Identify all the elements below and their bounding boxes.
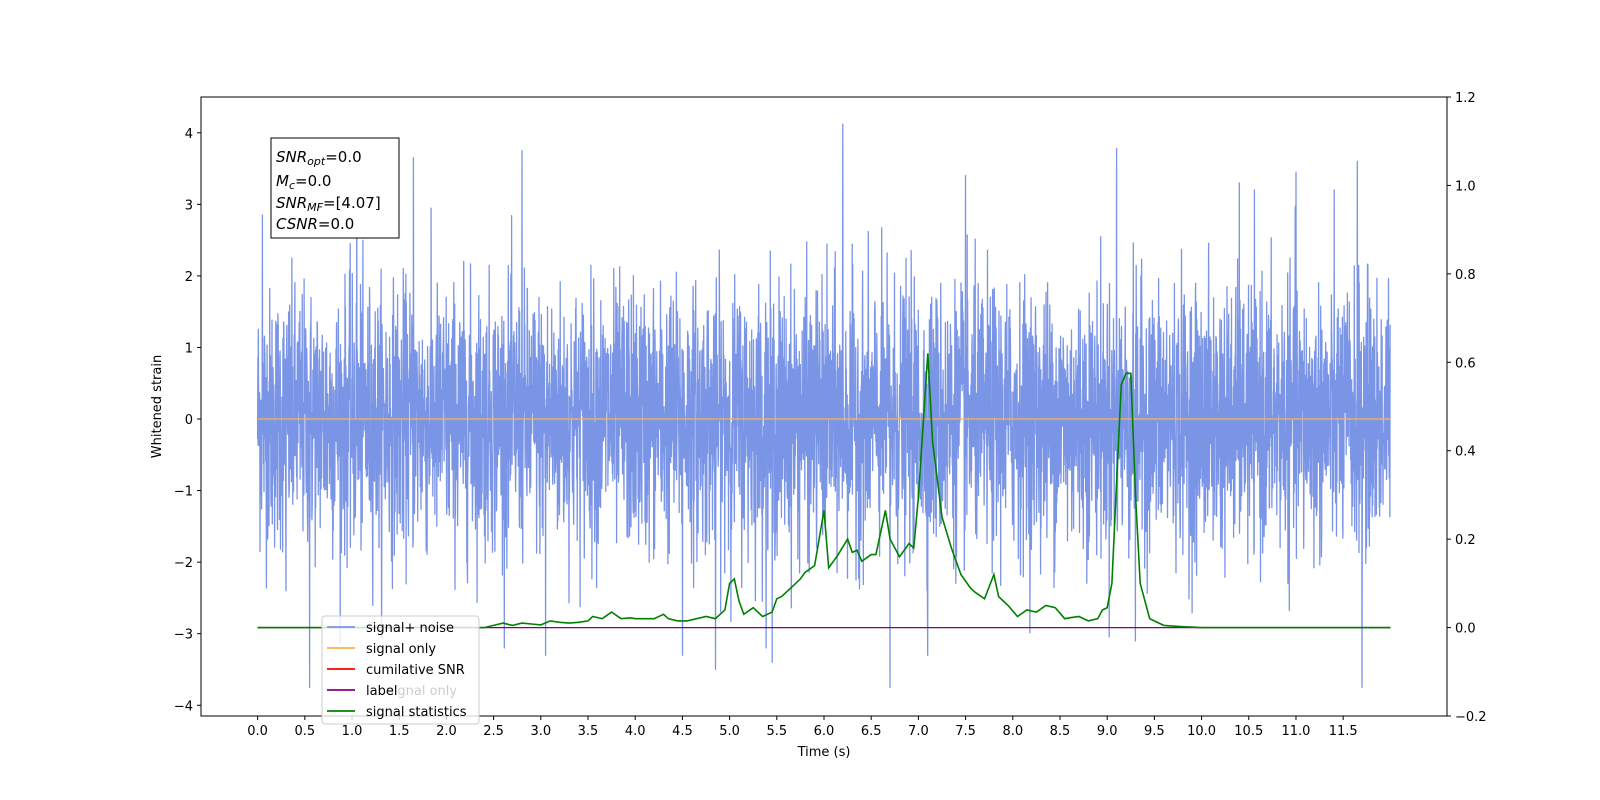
annotation-line: Mc=0.0: [276, 172, 331, 192]
x-tick-label: 7.0: [908, 724, 929, 739]
x-tick-label: 5.5: [766, 724, 787, 739]
y-tick-label: 1: [185, 341, 193, 356]
y-tick-label: 2: [185, 270, 193, 285]
x-tick-label: 3.5: [578, 724, 599, 739]
annotation-line: CSNR=0.0: [276, 215, 354, 233]
y2-tick-label: −0.2: [1455, 710, 1487, 725]
axes-layer: [197, 96, 1451, 720]
y2-tick-label: 1.0: [1455, 179, 1476, 194]
y2-tick-label: 1.2: [1455, 91, 1476, 106]
x-tick-label: 11.5: [1329, 724, 1358, 739]
y2-tick-label: 0.2: [1455, 533, 1476, 548]
x-tick-label: 1.5: [389, 724, 410, 739]
y-tick-label: −4: [174, 699, 193, 714]
x-tick-label: 11.0: [1281, 724, 1310, 739]
y2-tick-label: 0.4: [1455, 445, 1476, 460]
x-tick-label: 10.5: [1234, 724, 1263, 739]
x-tick-label: 6.0: [814, 724, 835, 739]
x-tick-label: 4.5: [672, 724, 693, 739]
axis-text-layer: Time (s) Whitened strain 0.0 0.5 1.0 1.5 2.0…: [150, 91, 1487, 760]
y-tick-label: 0: [185, 413, 193, 428]
annotation-line: SNRMF=[4.07]: [276, 194, 381, 214]
y-tick-label: −1: [174, 485, 193, 500]
y-tick-label: 3: [185, 198, 193, 213]
series-line-signal-noise: [256, 123, 1392, 689]
x-tick-label: 2.5: [483, 724, 504, 739]
y-tick-label: −3: [174, 628, 193, 643]
x-tick-label: 0.5: [294, 724, 315, 739]
legend-label-label: label: [366, 684, 397, 699]
plot-series-layer: [256, 123, 1392, 689]
legend-label-signal-only: signal only: [366, 642, 436, 657]
annotation-frame: [270, 137, 400, 239]
x-tick-label: 7.5: [955, 724, 976, 739]
x-tick-label: 6.5: [861, 724, 882, 739]
y2-tick-label: 0.0: [1455, 622, 1476, 637]
x-tick-label: 10.0: [1187, 724, 1216, 739]
x-tick-label: 9.0: [1097, 724, 1118, 739]
series-line-signal-statistics: [257, 353, 1391, 629]
y-axis-label: Whitened strain: [150, 355, 165, 458]
y2-tick-label: 0.8: [1455, 268, 1476, 283]
legend-frame: [321, 615, 480, 725]
legend-label-signal-statistics: signal statistics: [366, 705, 467, 720]
x-axis-label: Time (s): [797, 745, 851, 760]
y-tick-label: −2: [174, 556, 193, 571]
x-tick-label: 0.0: [247, 724, 268, 739]
x-tick-label: 8.5: [1050, 724, 1071, 739]
x-tick-label: 5.0: [719, 724, 740, 739]
x-tick-label: 9.5: [1144, 724, 1165, 739]
legend-label-cumilative-snr: cumilative SNR: [366, 663, 465, 678]
x-tick-label: 4.0: [625, 724, 646, 739]
x-tick-label: 8.0: [1002, 724, 1023, 739]
x-tick-label: 3.0: [530, 724, 551, 739]
x-tick-label: 1.0: [342, 724, 363, 739]
annotation-line: SNRopt=0.0: [276, 148, 362, 168]
x-tick-label: 2.0: [436, 724, 457, 739]
y2-tick-label: 0.6: [1455, 356, 1476, 371]
y-tick-label: 4: [185, 127, 193, 142]
legend-label-signal-noise: signal+ noise: [366, 621, 454, 636]
